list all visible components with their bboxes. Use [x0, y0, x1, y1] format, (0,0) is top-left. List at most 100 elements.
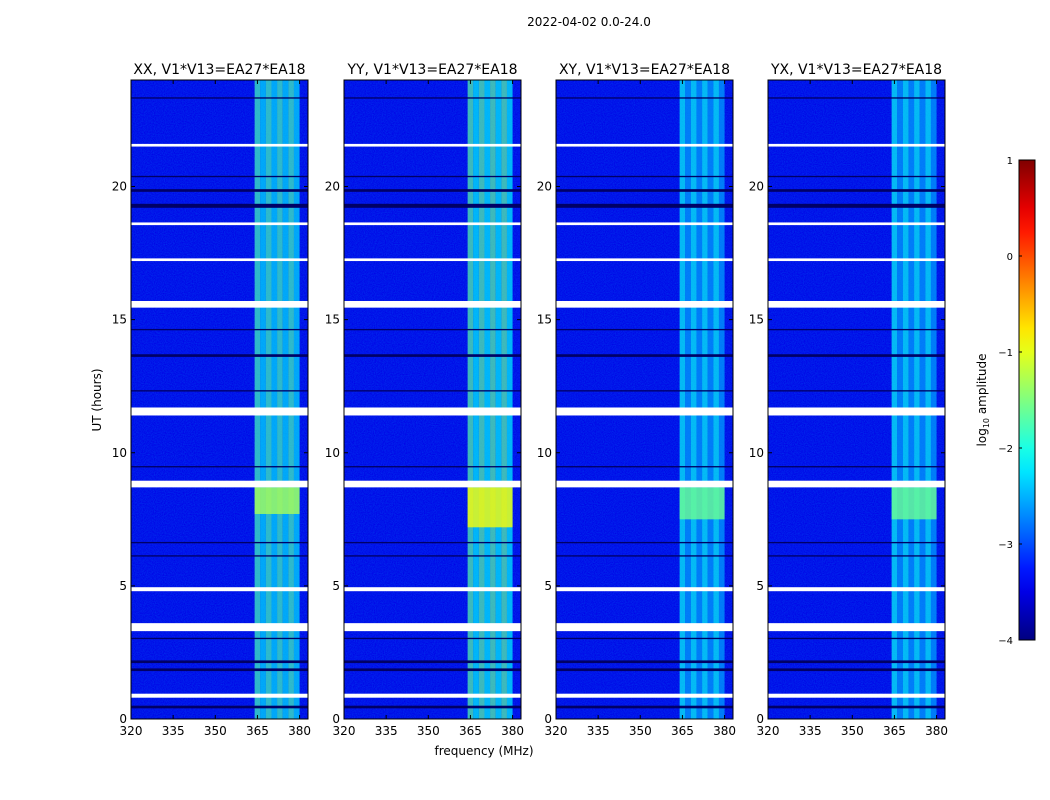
- flagged-row: [768, 407, 945, 416]
- x-tick-label: 365: [883, 724, 906, 738]
- flagged-row: [556, 480, 733, 488]
- flagged-row: [344, 693, 521, 698]
- rfi-channel: [685, 80, 691, 719]
- data-gap: [131, 203, 308, 208]
- rfi-channel: [478, 80, 485, 719]
- y-tick-label: 0: [756, 712, 764, 726]
- data-gap: [344, 328, 521, 331]
- rfi-channel: [271, 80, 278, 719]
- data-gap: [768, 354, 945, 357]
- flagged-row: [131, 623, 308, 632]
- panel-title: YY, V1*V13=EA27*EA18: [346, 62, 517, 78]
- x-tick-label: 350: [841, 724, 864, 738]
- x-tick-label: 320: [333, 724, 356, 738]
- flagged-row: [556, 587, 733, 592]
- rfi-channel: [696, 80, 703, 719]
- y-tick-label: 0: [332, 712, 340, 726]
- x-tick-label: 380: [713, 724, 736, 738]
- data-gap: [131, 328, 308, 331]
- panel-title: XX, V1*V13=EA27*EA18: [133, 62, 305, 78]
- x-axis-label: frequency (MHz): [434, 744, 533, 758]
- y-tick-label: 5: [756, 579, 764, 593]
- rfi-channel: [506, 80, 513, 719]
- data-gap: [131, 705, 308, 709]
- panel-title: YX, V1*V13=EA27*EA18: [770, 62, 942, 78]
- x-tick-label: 335: [162, 724, 185, 738]
- data-gap: [556, 189, 733, 192]
- rfi-burst: [891, 487, 937, 520]
- colorbar: 1 0 −1 −2 −3 −4: [998, 156, 1036, 647]
- x-tick-label: 365: [671, 724, 694, 738]
- data-gap: [131, 97, 308, 99]
- rfi-channel: [897, 80, 903, 719]
- flagged-row: [556, 693, 733, 698]
- data-gap: [131, 555, 308, 557]
- data-gap: [556, 541, 733, 544]
- rfi-channel: [891, 80, 898, 719]
- rfi-channel: [707, 80, 714, 719]
- rfi-channel: [473, 80, 479, 719]
- data-gap: [131, 660, 308, 664]
- colorbar-gradient: [1018, 159, 1036, 641]
- rfi-channel: [930, 80, 937, 719]
- flagged-row: [131, 407, 308, 416]
- y-tick-label: 10: [749, 446, 764, 460]
- data-gap: [556, 668, 733, 672]
- flagged-row: [344, 480, 521, 488]
- colorbar-label-base: log: [975, 428, 989, 446]
- colorbar-tick-label: −4: [998, 636, 1013, 647]
- y-tick-label: 10: [325, 446, 340, 460]
- data-gap: [556, 175, 733, 178]
- flagged-row: [131, 258, 308, 262]
- flagged-row: [556, 407, 733, 416]
- data-gap: [556, 555, 733, 557]
- rfi-channel: [260, 80, 266, 719]
- y-tick-label: 20: [112, 180, 127, 194]
- flagged-row: [556, 258, 733, 262]
- data-gap: [344, 541, 521, 544]
- data-gap: [131, 637, 308, 640]
- data-gap: [768, 189, 945, 192]
- y-tick-label: 15: [537, 313, 552, 327]
- data-gap: [768, 175, 945, 178]
- y-tick-label: 5: [332, 579, 340, 593]
- x-tick-label: 380: [501, 724, 524, 738]
- flagged-row: [344, 587, 521, 592]
- flagged-row: [556, 300, 733, 308]
- y-tick-label: 0: [119, 712, 127, 726]
- flagged-row: [556, 222, 733, 226]
- data-gap: [131, 668, 308, 672]
- x-tick-label: 350: [417, 724, 440, 738]
- rfi-channel: [914, 80, 920, 719]
- data-gap: [131, 189, 308, 192]
- data-gap: [131, 175, 308, 178]
- colorbar-tick-label: −2: [998, 444, 1013, 455]
- rfi-channel: [254, 80, 261, 719]
- y-tick-label: 20: [749, 180, 764, 194]
- flagged-row: [768, 143, 945, 147]
- data-gap: [556, 660, 733, 664]
- data-gap: [344, 637, 521, 640]
- data-gap: [768, 637, 945, 640]
- data-gap: [768, 541, 945, 544]
- panel-title: XY, V1*V13=EA27*EA18: [559, 62, 730, 78]
- colorbar-tick-label: −3: [998, 540, 1013, 551]
- data-gap: [344, 668, 521, 672]
- data-gap: [556, 97, 733, 99]
- x-tick-label: 335: [375, 724, 398, 738]
- y-tick-label: 5: [544, 579, 552, 593]
- rfi-channel: [925, 80, 931, 719]
- data-gap: [556, 354, 733, 357]
- rfi-channel: [902, 80, 909, 719]
- data-gap: [344, 354, 521, 357]
- y-tick-label: 10: [537, 446, 552, 460]
- flagged-row: [768, 222, 945, 226]
- x-tick-label: 380: [925, 724, 948, 738]
- x-tick-label: 350: [629, 724, 652, 738]
- data-gap: [131, 541, 308, 544]
- y-axis-label: UT (hours): [90, 368, 104, 431]
- x-tick-label: 320: [120, 724, 143, 738]
- flagged-row: [131, 693, 308, 698]
- data-gap: [344, 175, 521, 178]
- panel-frame: [343, 79, 522, 720]
